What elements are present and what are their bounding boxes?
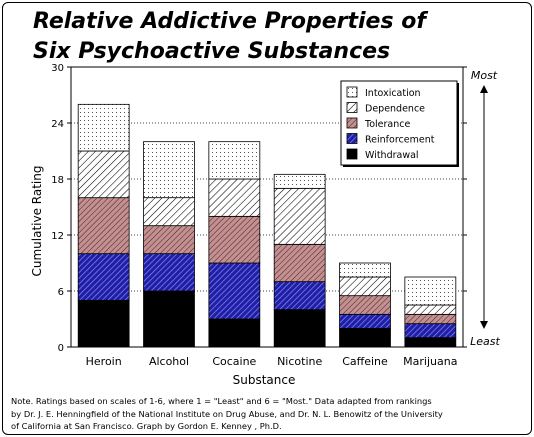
legend-label-withdrawal: Withdrawal: [365, 150, 419, 161]
bar-heroin-intoxication: [77, 103, 130, 152]
legend-swatch-intoxication: [346, 86, 358, 98]
legend-label-dependence: Dependence: [365, 104, 425, 115]
bar-heroin-withdrawal: [77, 299, 130, 348]
bar-nicotine-intoxication: [273, 173, 326, 189]
note-line-2: by Dr. J. E. Henningfield of the Nationa…: [11, 408, 443, 419]
bar-alcohol-dependence: [143, 197, 195, 227]
bar-alcohol-intoxication: [143, 141, 195, 199]
x-tick-label-caffeine: Caffeine: [342, 355, 388, 368]
bar-cocaine-withdrawal: [208, 318, 261, 348]
note-line-1: Note. Ratings based on scales of 1-6, wh…: [11, 396, 432, 406]
bar-caffeine-tolerance: [339, 295, 391, 315]
y-tick-label: 30: [51, 63, 64, 74]
x-tick-label-nicotine: Nicotine: [277, 355, 322, 368]
bar-heroin-reinforcement: [77, 253, 130, 301]
bar-cocaine-dependence: [208, 178, 261, 217]
bar-heroin-tolerance: [77, 197, 130, 255]
bar-caffeine-intoxication: [339, 262, 391, 278]
bar-marijuana-dependence: [404, 304, 457, 315]
note-line-3: of California at San Francisco. Graph by…: [11, 421, 282, 431]
axes: [70, 66, 464, 348]
scale-indicator: Most Least: [470, 69, 500, 348]
grid-lines: [67, 66, 467, 348]
bars: [77, 103, 457, 348]
legend-label-intoxication: Intoxication: [365, 88, 421, 99]
bar-marijuana-tolerance: [404, 313, 457, 325]
bar-nicotine-reinforcement: [273, 281, 326, 311]
bar-cocaine-reinforcement: [208, 262, 261, 320]
scale-most-label: Most: [471, 69, 498, 82]
x-tick-label-heroin: Heroin: [86, 355, 122, 368]
bar-nicotine-withdrawal: [273, 309, 326, 348]
bar-marijuana-withdrawal: [404, 337, 457, 348]
chart-note: Note. Ratings based on scales of 1-6, wh…: [11, 395, 526, 433]
bar-alcohol-withdrawal: [143, 290, 195, 348]
y-tick-label: 24: [51, 119, 64, 130]
bar-nicotine-tolerance: [273, 243, 326, 283]
legend-box: [340, 80, 458, 166]
legend-label-tolerance: Tolerance: [364, 119, 410, 130]
chart-title-line-2: Six Psychoactive Substances: [33, 39, 391, 64]
bar-cocaine-tolerance: [208, 215, 261, 264]
plot-frame: [70, 66, 464, 348]
bar-caffeine-reinforcement: [339, 313, 391, 329]
chart-title-line-1: Relative Addictive Properties of: [33, 9, 426, 34]
legend-swatch-dependence: [346, 102, 358, 113]
y-tick-label: 6: [58, 287, 64, 298]
legend-swatch-tolerance: [346, 117, 358, 129]
y-tick-label: 12: [51, 231, 64, 242]
scale-least-label: Least: [470, 335, 500, 348]
bar-marijuana-intoxication: [404, 276, 457, 306]
x-tick-label-marijuana: Marijuana: [403, 355, 457, 368]
bar-marijuana-reinforcement: [404, 323, 457, 339]
y-tick-label: 0: [58, 343, 64, 354]
chart-title: Relative Addictive Properties of Six Psy…: [33, 7, 503, 67]
bar-alcohol-tolerance: [143, 225, 195, 255]
bar-nicotine-dependence: [273, 187, 326, 245]
bar-caffeine-dependence: [339, 276, 391, 297]
legend-label-reinforcement: Reinforcement: [365, 135, 435, 146]
x-axis-label: Substance: [233, 373, 296, 387]
x-tick-labels: Heroin Alcohol Cocaine Nicotine Caffeine Mari…: [86, 355, 458, 368]
y-tick-labels: 0 6 12 18 24 30: [51, 63, 64, 354]
y-axis-label: Cumulative Rating: [30, 166, 44, 277]
x-tick-label-cocaine: Cocaine: [212, 355, 256, 368]
bar-alcohol-reinforcement: [143, 253, 195, 292]
x-tick-label-alcohol: Alcohol: [149, 355, 189, 368]
legend-swatch-withdrawal: [346, 148, 358, 160]
bar-caffeine-withdrawal: [339, 327, 391, 348]
stacked-bar-chart: 0 6 12 18 24 30 Heroin Alcohol Cocaine Nicotine C…: [30, 63, 501, 387]
y-tick-label: 18: [51, 175, 64, 186]
bar-heroin-dependence: [77, 150, 130, 199]
legend-swatch-reinforcement: [346, 133, 358, 144]
legend: Intoxication Dependence Tolerance Reinforce…: [340, 80, 459, 167]
bar-cocaine-intoxication: [208, 141, 261, 180]
